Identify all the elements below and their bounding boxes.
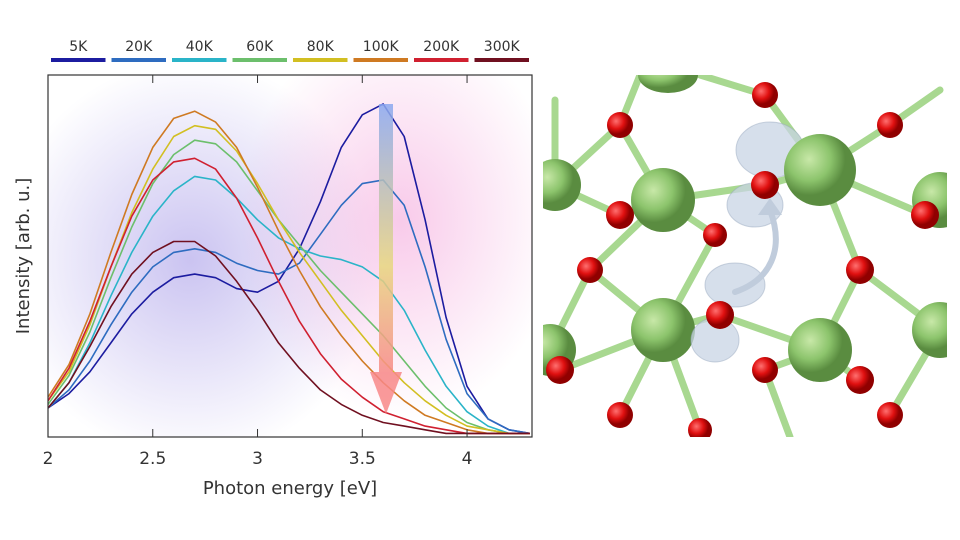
x-tick-label: 4 xyxy=(462,449,473,469)
legend-label: 300K xyxy=(484,39,521,55)
x-tick-label: 2.5 xyxy=(139,449,166,469)
x-tick-label: 3.5 xyxy=(349,449,376,469)
legend-swatch xyxy=(172,58,227,62)
legend-label: 200K xyxy=(423,39,460,55)
legend-swatch xyxy=(414,58,469,62)
series-line xyxy=(48,139,530,435)
legend-label: 20K xyxy=(125,39,153,55)
series-line xyxy=(48,175,530,435)
legend-swatch xyxy=(111,58,166,62)
legend-label: 5K xyxy=(69,39,88,55)
legend-label: 60K xyxy=(246,39,274,55)
plot-frame xyxy=(47,74,533,438)
series-line xyxy=(48,157,530,435)
plot-area xyxy=(48,103,531,435)
legend-swatch xyxy=(232,58,287,62)
x-tick-label: 2 xyxy=(43,449,54,469)
trend-arrow xyxy=(370,104,402,414)
legend-swatch xyxy=(353,58,408,62)
y-axis-label: Intensity [arb. u.] xyxy=(13,178,34,335)
series-line xyxy=(48,124,530,435)
legend-label: 40K xyxy=(186,39,214,55)
series-line xyxy=(48,240,530,435)
series-line xyxy=(48,103,531,435)
series-line xyxy=(48,110,530,435)
legend-swatch xyxy=(474,58,529,62)
legend-swatch xyxy=(51,58,106,62)
legend-swatch xyxy=(293,58,348,62)
legend-label: 100K xyxy=(363,39,400,55)
legend-label: 80K xyxy=(307,39,335,55)
x-tick-label: 3 xyxy=(252,449,263,469)
x-axis-label: Photon energy [eV] xyxy=(203,478,377,499)
series-line xyxy=(48,179,531,435)
structure-illustration xyxy=(543,75,947,437)
background-glow xyxy=(48,75,532,437)
